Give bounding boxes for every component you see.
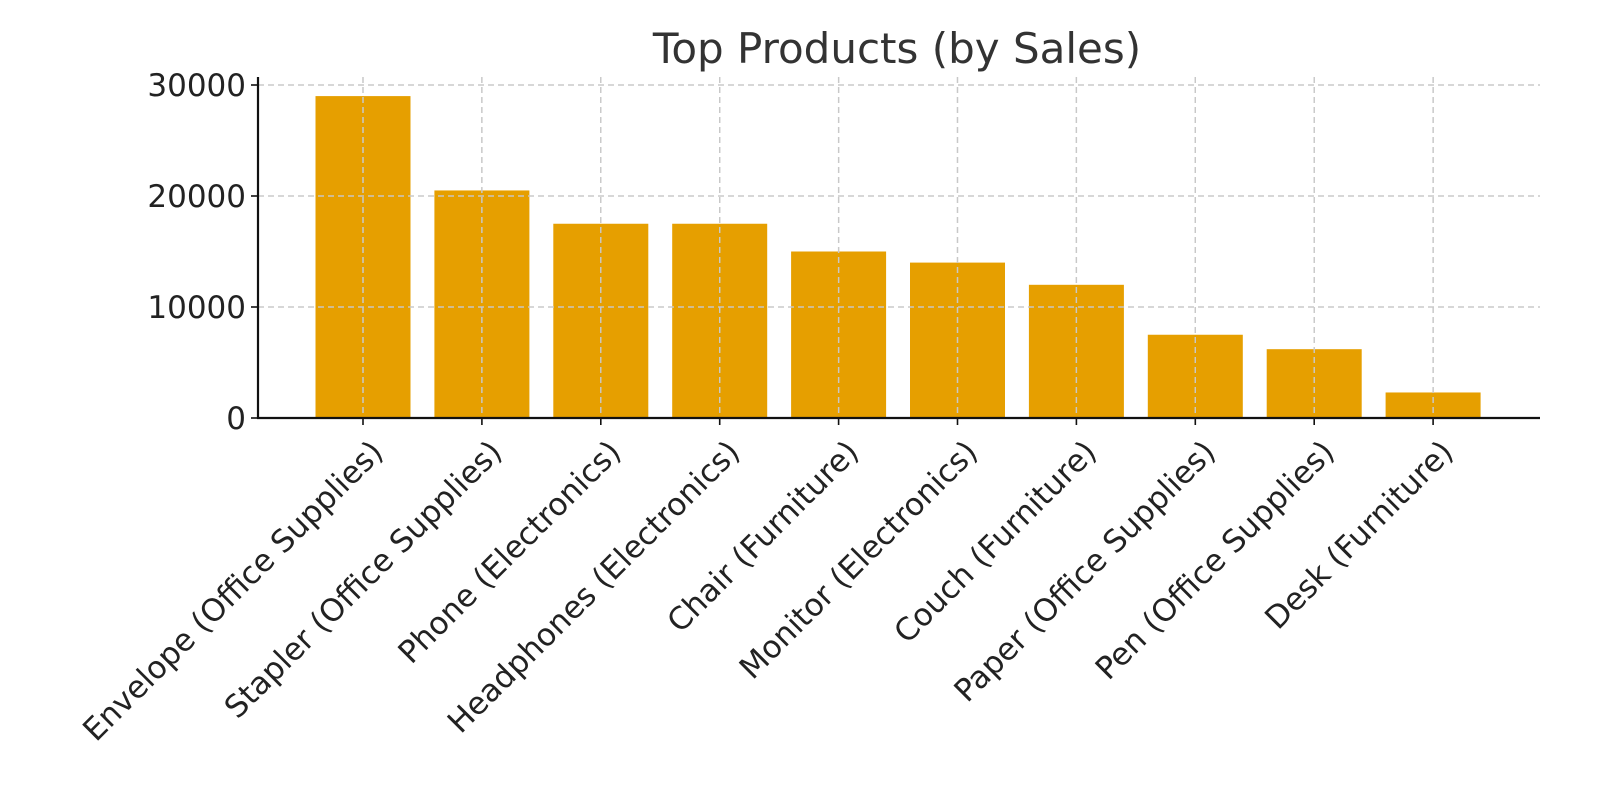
x-tick-label: Phone (Electronics)	[391, 434, 628, 671]
bars	[315, 96, 1481, 418]
y-tick-label: 0	[226, 401, 246, 437]
x-axis-ticks: Envelope (Office Supplies)Stapler (Offic…	[76, 418, 1461, 748]
bar	[791, 251, 887, 418]
bar	[434, 190, 530, 418]
y-tick-label: 10000	[147, 290, 246, 326]
y-tick-label: 30000	[147, 68, 246, 104]
grid	[258, 77, 1540, 418]
axes	[256, 77, 1540, 420]
x-tick-label: Monitor (Electronics)	[733, 434, 985, 686]
x-tick-label: Couch (Furniture)	[887, 434, 1104, 651]
y-axis-ticks: 0 10000 20000 30000	[147, 68, 258, 437]
x-tick-label: Pen (Office Supplies)	[1089, 434, 1342, 687]
y-tick-label: 20000	[147, 179, 246, 215]
chart-title: Top Products (by Sales)	[652, 24, 1141, 73]
bar	[1385, 392, 1481, 418]
